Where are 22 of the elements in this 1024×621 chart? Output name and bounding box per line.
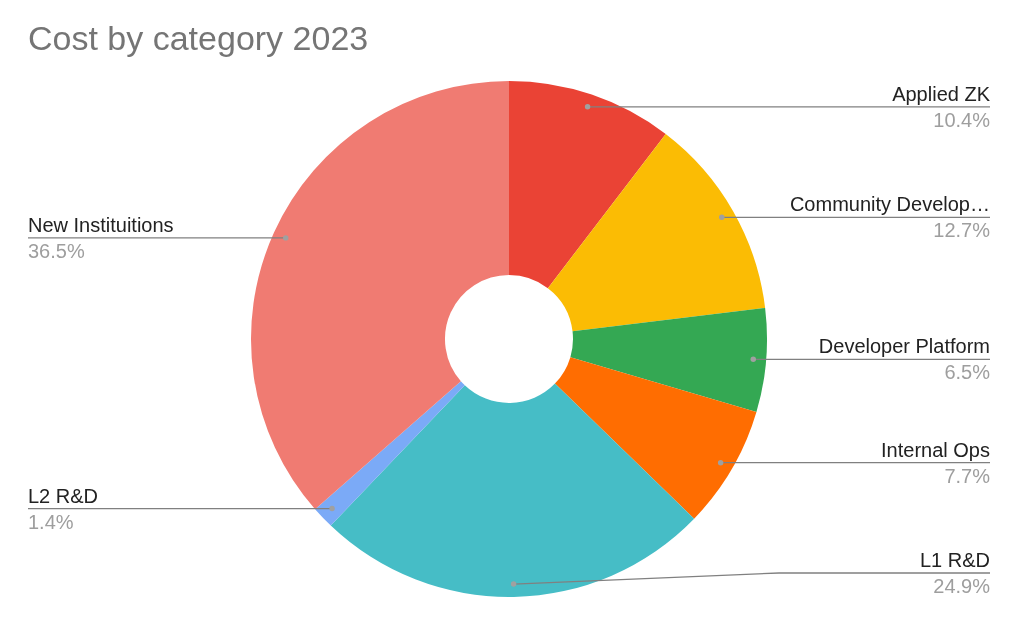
- slice-label: L1 R&D: [919, 549, 990, 571]
- donut-slice: [554, 357, 757, 519]
- donut-slice: [509, 81, 666, 289]
- data-label: 6.5%: [944, 361, 991, 384]
- chart-title: Cost by category 2023: [28, 19, 369, 57]
- data-label: 12.7%: [933, 219, 991, 242]
- donut-slice: [251, 81, 509, 510]
- data-label: 7.7%: [944, 464, 991, 487]
- donut-slice: [330, 383, 695, 597]
- slice-label: Developer Platform: [818, 335, 990, 358]
- slice-label: New Instituitions: [28, 213, 174, 236]
- data-label: 24.9%: [933, 575, 991, 597]
- data-label: 36.5%: [28, 239, 85, 262]
- slice-label: L2 R&D: [28, 484, 99, 507]
- slice-label: Community Develop…: [789, 193, 990, 216]
- data-label: 1.4%: [28, 510, 74, 533]
- donut-slice: [570, 307, 767, 413]
- data-label: 10.4%: [933, 108, 991, 131]
- donut-slice: [547, 134, 766, 332]
- slice-label: Internal Ops: [881, 438, 990, 461]
- slice-label: Applied ZK: [892, 82, 991, 105]
- donut-slice: [315, 381, 465, 526]
